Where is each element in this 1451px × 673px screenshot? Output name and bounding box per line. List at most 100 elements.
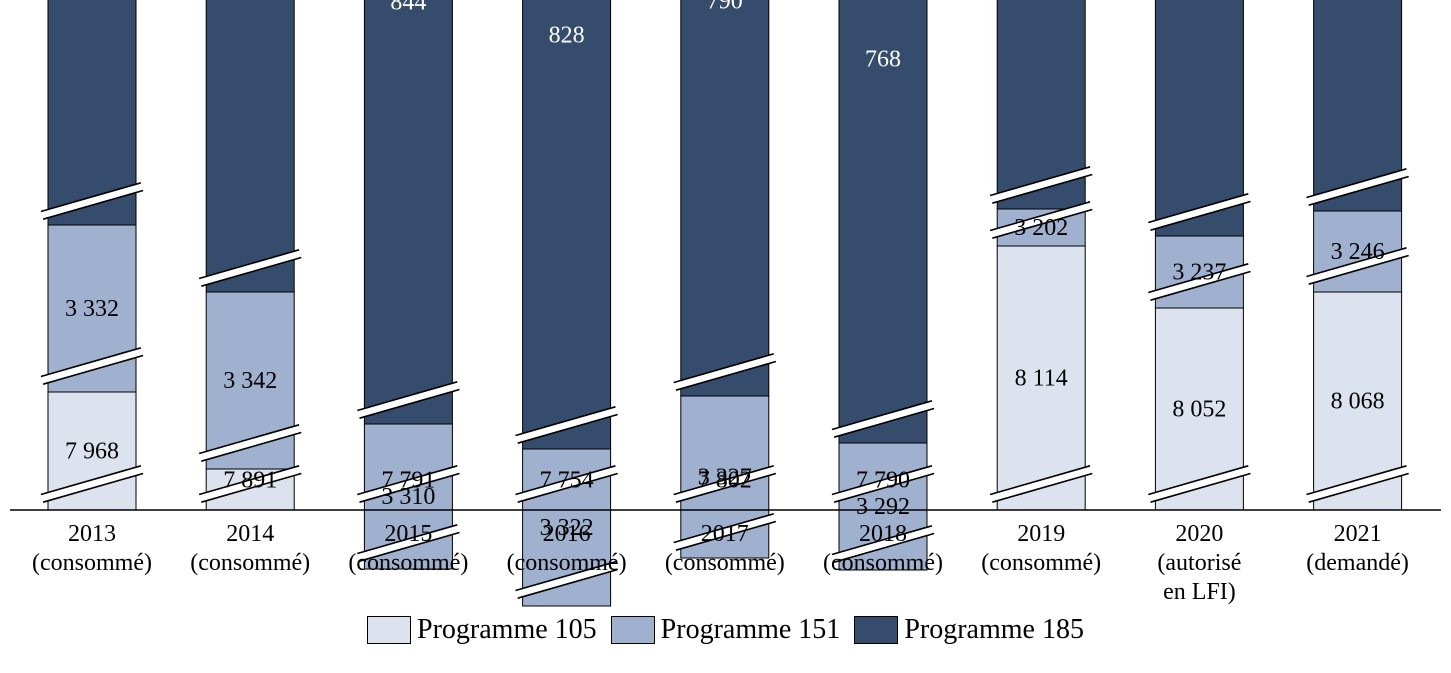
axis-break-line-2-1-a bbox=[357, 524, 458, 555]
value-label-programme-151-5: 3 292 bbox=[856, 494, 910, 520]
axis-break-line-1-1-b bbox=[201, 431, 302, 462]
value-label-programme-105-0: 7 968 bbox=[65, 439, 119, 465]
axis-break-line-0-0-b bbox=[42, 472, 144, 503]
value-label-programme-151-6: 3 202 bbox=[1014, 215, 1068, 241]
axis-break-line-8-0-b bbox=[1308, 472, 1409, 503]
axis-break-line-2-0-b bbox=[359, 472, 460, 503]
axis-break-line-0-1-a bbox=[40, 347, 142, 378]
category-label-8-0: 2021 bbox=[1334, 521, 1382, 547]
axis-break-gap-0-1 bbox=[40, 347, 144, 385]
axis-break-gap-0-0 bbox=[40, 465, 144, 503]
category-label-2-0: 2015 bbox=[384, 521, 432, 547]
axis-break-line-8-2-a bbox=[1306, 168, 1407, 199]
axis-break-line-3-0-a bbox=[515, 465, 616, 496]
value-label-programme-151-8: 3 246 bbox=[1331, 239, 1385, 265]
axis-break-line-2-0-a bbox=[357, 465, 458, 496]
axis-break-line-3-0-b bbox=[517, 472, 618, 503]
axis-break-gap-6-0 bbox=[990, 465, 1093, 503]
axis-break-line-0-1-b bbox=[42, 354, 144, 385]
axis-break-gap-2-1 bbox=[357, 524, 460, 562]
axis-break-line-6-1-b bbox=[992, 208, 1093, 239]
axis-break-gap-3-0 bbox=[515, 465, 618, 503]
value-label-programme-185-3: 828 bbox=[549, 23, 585, 49]
axis-break-line-1-0-b bbox=[201, 472, 302, 503]
value-label-programme-105-6: 8 114 bbox=[1015, 366, 1068, 392]
value-label-programme-151-2: 3 310 bbox=[381, 484, 435, 510]
axis-break-line-1-0-a bbox=[198, 465, 300, 496]
value-label-programme-105-2: 7 791 bbox=[381, 468, 435, 494]
axis-break-line-4-2-b bbox=[675, 360, 777, 391]
bar-programme-185-2 bbox=[363, 0, 453, 425]
axis-break-gap-8-0 bbox=[1306, 465, 1409, 503]
value-label-programme-151-4: 3 327 bbox=[698, 465, 752, 491]
axis-break-line-2-2-a bbox=[357, 381, 458, 412]
chart-legend: Programme 105 Programme 151 Programme 18… bbox=[0, 614, 1451, 646]
value-label-programme-151-3: 3 322 bbox=[540, 515, 594, 541]
bar-programme-185-1 bbox=[205, 0, 295, 293]
axis-break-line-6-1-a bbox=[989, 201, 1091, 232]
axis-break-line-2-1-b bbox=[359, 531, 460, 562]
axis-break-gap-1-0 bbox=[199, 465, 302, 503]
axis-break-line-8-2-b bbox=[1308, 175, 1409, 206]
axis-break-gap-3-1 bbox=[515, 561, 618, 599]
category-label-0-1: (consommé) bbox=[32, 550, 152, 576]
axis-break-line-0-2-b bbox=[42, 189, 144, 220]
axis-break-line-7-0-b bbox=[1150, 472, 1251, 503]
value-label-programme-105-5: 7 790 bbox=[856, 468, 910, 494]
value-label-programme-151-0: 3 332 bbox=[65, 296, 119, 322]
axis-break-line-7-1-b bbox=[1150, 270, 1251, 301]
category-label-8-1: (demandé) bbox=[1306, 550, 1409, 576]
axis-break-gap-7-2 bbox=[1148, 193, 1251, 231]
axis-break-line-4-2-a bbox=[673, 353, 774, 384]
axis-break-line-6-2-b bbox=[992, 173, 1093, 204]
category-label-7-1: (autorisé bbox=[1157, 550, 1241, 576]
category-label-5-1: (consommé) bbox=[823, 550, 943, 576]
legend-label-programme-185: Programme 185 bbox=[904, 614, 1084, 645]
axis-break-gap-4-2 bbox=[673, 353, 776, 391]
legend-item-programme-151: Programme 151 bbox=[610, 614, 840, 646]
axis-break-line-4-1-b bbox=[675, 520, 777, 551]
axis-break-gap-4-0 bbox=[673, 465, 776, 503]
bar-programme-185-0 bbox=[47, 0, 137, 226]
value-label-programme-185-4: 790 bbox=[707, 0, 743, 15]
axis-break-line-5-1-b bbox=[833, 532, 935, 563]
axis-break-line-8-1-b bbox=[1308, 254, 1409, 285]
axis-break-line-0-0-a bbox=[40, 465, 142, 496]
axis-break-gap-2-0 bbox=[357, 465, 460, 503]
axis-break-line-5-2-b bbox=[833, 407, 935, 438]
axis-break-gap-5-2 bbox=[831, 400, 935, 438]
legend-item-programme-105: Programme 105 bbox=[367, 614, 597, 646]
axis-break-gap-8-1 bbox=[1306, 247, 1409, 285]
axis-break-gap-8-2 bbox=[1306, 168, 1409, 206]
axis-break-line-8-0-a bbox=[1306, 465, 1407, 496]
axis-break-gap-0-2 bbox=[40, 182, 144, 220]
axis-break-gap-1-1 bbox=[199, 424, 302, 462]
axis-break-line-5-1-a bbox=[831, 525, 933, 556]
axis-break-line-5-0-a bbox=[831, 465, 933, 496]
axis-break-line-1-2-b bbox=[201, 256, 302, 287]
axis-break-line-6-0-b bbox=[992, 472, 1093, 503]
axis-break-gap-4-1 bbox=[673, 513, 776, 551]
value-label-programme-105-1: 7 891 bbox=[223, 468, 277, 494]
axis-break-line-3-2-b bbox=[517, 413, 618, 444]
legend-swatch-programme-105 bbox=[367, 616, 412, 644]
legend-swatch-programme-185 bbox=[854, 616, 899, 644]
axis-break-line-6-0-a bbox=[989, 465, 1091, 496]
bar-programme-185-7 bbox=[1154, 0, 1244, 237]
bar-programme-185-3 bbox=[522, 0, 612, 450]
value-label-programme-185-5: 768 bbox=[865, 47, 901, 73]
axis-break-gap-5-0 bbox=[831, 465, 935, 503]
category-label-7-2: en LFI) bbox=[1163, 579, 1236, 605]
axis-break-gap-2-2 bbox=[357, 381, 460, 419]
axis-break-line-8-1-a bbox=[1306, 247, 1407, 278]
axis-break-line-2-2-b bbox=[359, 388, 460, 419]
axis-break-gap-1-2 bbox=[199, 249, 302, 287]
category-label-6-1: (consommé) bbox=[981, 550, 1101, 576]
axis-break-line-4-0-b bbox=[675, 472, 777, 503]
axis-break-gap-7-0 bbox=[1148, 465, 1251, 503]
category-label-1-0: 2014 bbox=[226, 521, 274, 547]
value-label-programme-105-4: 7 802 bbox=[698, 468, 752, 494]
category-label-7-0: 2020 bbox=[1175, 521, 1223, 547]
axis-break-gap-7-1 bbox=[1148, 263, 1251, 301]
value-label-programme-151-7: 3 237 bbox=[1172, 260, 1226, 286]
